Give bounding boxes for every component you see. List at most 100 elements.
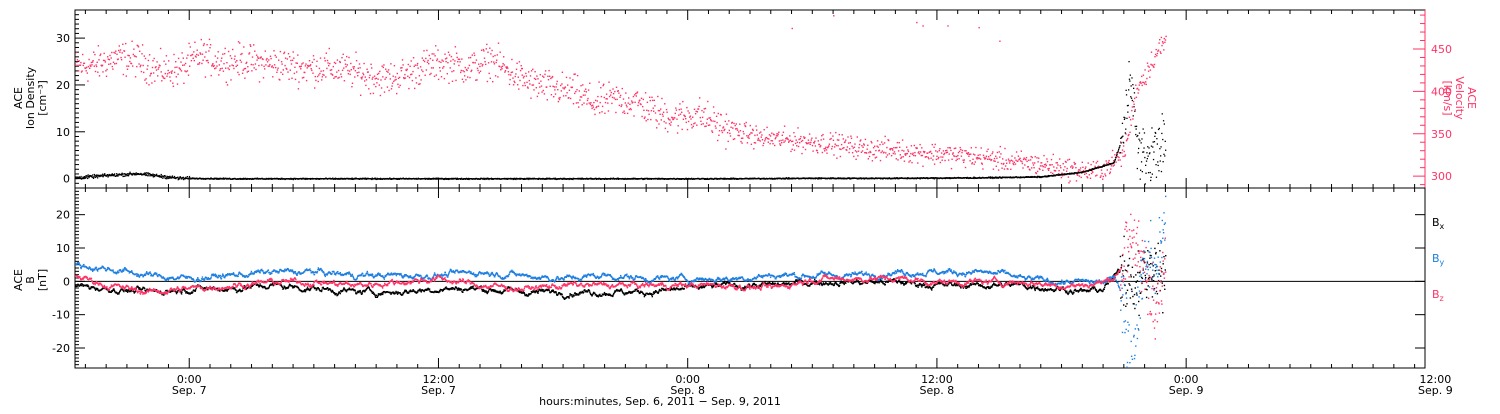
velocity-point [540,81,541,82]
velocity-point [387,86,388,87]
velocity-point [578,106,579,107]
velocity-point [1055,170,1056,171]
density-point [1159,128,1160,129]
velocity-point [405,77,406,78]
density-point [96,176,97,177]
velocity-point [872,160,873,161]
velocity-point [277,69,278,70]
velocity-point [1074,162,1075,163]
velocity-point [1111,165,1112,166]
velocity-point [417,63,418,64]
velocity-point [884,142,885,143]
velocity-point [169,76,170,77]
velocity-point [344,80,345,81]
velocity-point [1069,180,1070,181]
velocity-point [152,67,153,68]
velocity-point [1070,166,1071,167]
velocity-point [201,63,202,64]
velocity-point [250,46,251,47]
velocity-point [918,151,919,152]
velocity-point [255,69,256,70]
velocity-point [1079,175,1080,176]
velocity-point [429,55,430,56]
velocity-point [697,111,698,112]
velocity-point [665,122,666,123]
velocity-point [837,139,838,140]
velocity-point [89,68,90,69]
velocity-point [851,138,852,139]
velocity-point [729,130,730,131]
velocity-point [880,152,881,153]
velocity-point [500,52,501,53]
velocity-point [808,142,809,143]
density-point [93,178,94,179]
velocity-point [982,168,983,169]
velocity-point [942,160,943,161]
density-point [87,178,88,179]
velocity-point [294,73,295,74]
velocity-point [228,51,229,52]
velocity-point [740,141,741,142]
velocity-point [505,70,506,71]
velocity-point [464,71,465,72]
density-point [1131,77,1132,78]
velocity-point [385,69,386,70]
velocity-point [964,159,965,160]
velocity-point [426,69,427,70]
velocity-point [914,145,915,146]
velocity-point [481,50,482,51]
velocity-point [1022,163,1023,164]
density-point [1124,117,1125,118]
velocity-point [249,52,250,53]
velocity-point [1108,162,1109,163]
velocity-point [801,153,802,154]
velocity-point [358,72,359,73]
velocity-point [509,79,510,80]
density-point [1125,129,1126,130]
velocity-point [82,54,83,55]
velocity-point [1008,159,1009,160]
density-point [1114,161,1115,162]
velocity-point [209,47,210,48]
velocity-point [452,81,453,82]
velocity-point [216,65,217,66]
velocity-point [145,58,146,59]
velocity-point [302,62,303,63]
velocity-point [434,55,435,56]
velocity-point [525,73,526,74]
velocity-point [209,39,210,40]
velocity-point [166,55,167,56]
velocity-point [710,117,711,118]
velocity-point [882,150,883,151]
velocity-point [103,60,104,61]
velocity-point [226,82,227,83]
velocity-point [370,93,371,94]
velocity-point [618,90,619,91]
velocity-point [1060,165,1061,166]
velocity-point [803,147,804,148]
velocity-point [173,86,174,87]
velocity-point [1084,174,1085,175]
velocity-point [278,60,279,61]
density-point [1160,155,1161,156]
velocity-point [668,118,669,119]
velocity-point [662,114,663,115]
velocity-point [970,154,971,155]
velocity-point [365,76,366,77]
velocity-point [1011,155,1012,156]
velocity-point [485,64,486,65]
density-point [1163,161,1164,162]
b-point [184,289,185,290]
velocity-point [993,160,994,161]
velocity-point [592,105,593,106]
velocity-point [220,60,221,61]
velocity-point [320,71,321,72]
velocity-point [858,147,859,148]
velocity-point [629,109,630,110]
velocity-point [633,96,634,97]
velocity-point [92,60,93,61]
velocity-point [302,77,303,78]
density-point [1136,128,1137,129]
velocity-point [934,164,935,165]
velocity-point [312,73,313,74]
